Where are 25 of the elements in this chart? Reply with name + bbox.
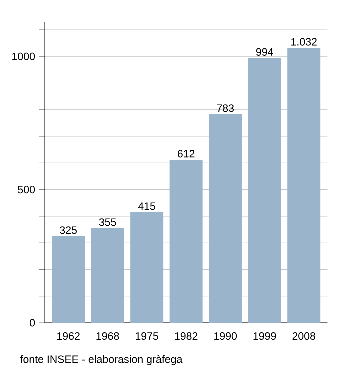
bar <box>52 236 86 323</box>
bar <box>288 48 321 323</box>
data-label: 994 <box>256 48 274 56</box>
y-tick-label: 500 <box>18 186 36 194</box>
data-label: 783 <box>217 104 234 112</box>
data-label: 1.032 <box>292 38 317 46</box>
bar <box>91 228 124 323</box>
bar <box>130 212 164 323</box>
y-tick-label: 1000 <box>12 52 36 60</box>
bar <box>209 114 242 323</box>
data-label: 325 <box>60 226 77 234</box>
x-tick-label: 1990 <box>214 332 238 340</box>
x-tick-label: 1962 <box>58 332 80 340</box>
x-tick-label: 2008 <box>292 332 316 340</box>
data-label: 355 <box>99 218 116 226</box>
x-tick-label: 1982 <box>175 332 198 340</box>
x-tick-label: 1975 <box>136 332 158 340</box>
y-tick-label: 0 <box>30 319 36 327</box>
data-label: 612 <box>178 150 195 158</box>
source-note: fonte INSEE - elaborasion gràfega <box>20 355 183 366</box>
x-tick-label: 1999 <box>254 332 276 340</box>
bar <box>170 160 203 323</box>
data-label: 415 <box>138 202 156 210</box>
bar <box>248 58 282 323</box>
x-tick-label: 1968 <box>96 332 120 340</box>
